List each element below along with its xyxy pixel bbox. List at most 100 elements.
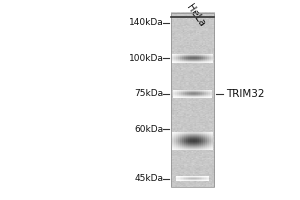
Bar <box>199 146 201 147</box>
Bar <box>211 147 213 148</box>
Bar <box>190 59 193 60</box>
Bar <box>195 145 197 146</box>
Bar <box>201 59 203 60</box>
Bar <box>205 149 207 150</box>
Bar <box>188 140 190 141</box>
Bar <box>205 143 207 144</box>
Bar <box>172 138 174 139</box>
Bar <box>207 139 209 140</box>
Bar <box>209 142 211 143</box>
Bar <box>201 57 203 58</box>
Bar <box>203 144 205 145</box>
Bar <box>203 132 205 133</box>
Bar <box>211 61 213 62</box>
Bar <box>211 58 213 59</box>
Bar <box>197 147 199 148</box>
Bar <box>190 54 193 55</box>
Bar <box>197 138 199 139</box>
Bar <box>180 139 182 140</box>
Bar <box>207 56 209 57</box>
Bar <box>174 148 176 149</box>
Bar <box>172 61 174 62</box>
Bar <box>203 147 205 148</box>
Bar <box>209 143 211 144</box>
Bar <box>180 142 182 143</box>
Bar <box>209 141 211 142</box>
Bar <box>182 57 184 58</box>
Bar <box>199 139 201 140</box>
Bar <box>207 140 209 141</box>
Bar <box>201 139 203 140</box>
Bar <box>209 60 211 61</box>
Bar <box>188 139 190 140</box>
Text: 75kDa: 75kDa <box>134 89 164 98</box>
Bar <box>190 146 193 147</box>
Bar <box>182 132 184 133</box>
Bar <box>174 55 176 56</box>
Bar <box>180 133 182 134</box>
Bar <box>178 61 180 62</box>
Bar <box>188 60 190 61</box>
Bar <box>176 61 178 62</box>
Bar <box>186 134 188 135</box>
Bar <box>197 139 199 140</box>
Bar <box>205 134 207 135</box>
Bar <box>184 149 186 150</box>
Bar <box>178 62 180 63</box>
Bar <box>182 58 184 59</box>
Bar <box>172 148 174 149</box>
Bar <box>205 142 207 143</box>
Bar <box>180 147 182 148</box>
Bar <box>182 56 184 57</box>
Text: 140kDa: 140kDa <box>129 18 164 27</box>
Bar <box>209 61 211 62</box>
Bar <box>184 144 186 145</box>
Bar <box>182 136 184 137</box>
Bar <box>190 148 193 149</box>
Bar <box>186 136 188 137</box>
Bar <box>190 139 193 140</box>
Bar <box>209 147 211 148</box>
Bar <box>176 58 178 59</box>
Bar <box>207 148 209 149</box>
Bar <box>190 141 193 142</box>
Bar <box>176 143 178 144</box>
Bar <box>203 133 205 134</box>
Bar <box>180 137 182 138</box>
Bar <box>197 149 199 150</box>
Bar <box>209 62 211 63</box>
Bar <box>184 55 186 56</box>
Bar <box>172 58 174 59</box>
Bar <box>211 59 213 60</box>
Bar <box>172 55 174 56</box>
Bar <box>184 57 186 58</box>
Bar <box>209 145 211 146</box>
Bar <box>201 148 203 149</box>
Bar <box>195 139 197 140</box>
Bar <box>201 56 203 57</box>
Bar <box>207 146 209 147</box>
Bar <box>205 57 207 58</box>
Text: HeLa: HeLa <box>184 2 207 28</box>
Bar <box>184 138 186 139</box>
Bar <box>188 143 190 144</box>
Bar <box>209 57 211 58</box>
Bar <box>172 133 174 134</box>
Bar <box>211 56 213 57</box>
Bar <box>211 135 213 136</box>
Bar <box>180 145 182 146</box>
Bar <box>186 143 188 144</box>
Bar <box>207 144 209 145</box>
Bar <box>207 57 209 58</box>
Bar <box>172 147 174 148</box>
Bar <box>190 57 193 58</box>
Bar <box>205 147 207 148</box>
Bar <box>203 58 205 59</box>
Bar <box>174 133 176 134</box>
Bar <box>178 58 180 59</box>
Bar <box>188 133 190 134</box>
Bar <box>195 61 197 62</box>
Bar <box>207 145 209 146</box>
Bar <box>182 62 184 63</box>
Bar <box>205 58 207 59</box>
